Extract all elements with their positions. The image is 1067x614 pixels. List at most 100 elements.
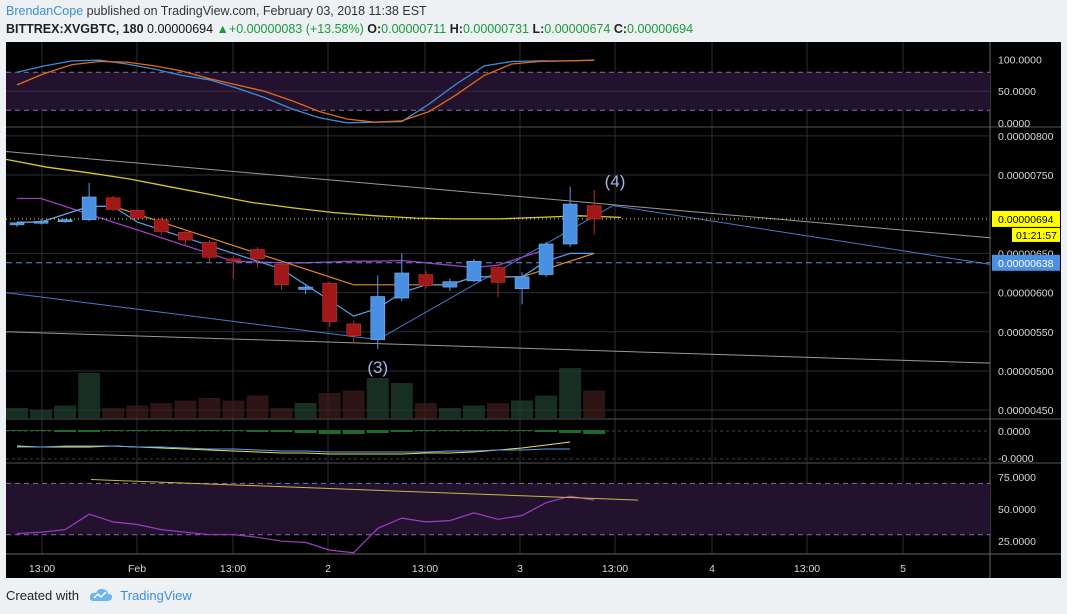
osc-histogram-bar [270,430,293,432]
rsi-y-tick-label: 50.0000 [998,504,1036,516]
price-y-tick-label: 0.00000450 [998,405,1054,417]
wave-label-4: (4) [605,172,626,191]
elliott-leg-4-out [612,205,991,265]
publish-info: BrendanCope published on TradingView.com… [6,4,427,18]
osc-histogram-bar [78,430,101,432]
price-y-tick-label: 0.00000800 [998,131,1054,143]
osc-histogram-bar [390,430,413,432]
rsi-y-tick-label: 75.0000 [998,472,1036,484]
volume-bar [78,373,101,418]
created-with-text: Created with [6,588,79,603]
candle-up [538,243,554,275]
osc-histogram-bar [246,430,269,432]
osc-histogram-bar [102,430,125,431]
x-tick-label: 13:00 [220,563,246,575]
price-y-tick-label: 0.00000650 [998,248,1054,260]
volume-bar [126,405,149,418]
candle-up [298,286,313,290]
osc-histogram-bar [54,430,77,432]
price-y-tick-label: 0.00000550 [998,327,1054,339]
candle-down [250,249,265,260]
stoch-y-tick-label: 100.0000 [998,55,1042,67]
level-price-tag-text: 0.00000638 [998,258,1054,270]
countdown-tag-text: 01:21:57 [1016,230,1057,242]
osc-histogram-bar [583,430,606,434]
symbol-legend: BITTREX:XVGBTC, 180 0.00000694 ▲+0.00000… [6,22,693,36]
rsi-trend-line [90,479,639,501]
long-ma-gray [6,151,991,239]
close-value: 0.00000694 [627,22,694,36]
stoch-y-tick-label: 0.0000 [998,118,1030,130]
candle-up [57,219,73,223]
osc-histogram-bar [487,430,509,431]
support-line-gray [6,331,991,364]
tradingview-brand[interactable]: TradingView [120,588,192,603]
wave-label-3: (3) [367,358,388,377]
price-y-tick-label: 0.00000750 [998,170,1054,182]
author-link[interactable]: BrendanCope [6,4,84,18]
osc-blue-line [17,445,571,453]
level-price-tag [992,254,1060,271]
osc-histogram-bar [438,430,461,431]
volume-bar [30,410,53,418]
volume-bar [150,403,173,418]
volume-bar [414,403,437,418]
candle-down [322,282,337,322]
osc-y-tick-label: -0.0000 [998,453,1034,465]
last-price-tag-text: 0.00000694 [998,214,1054,226]
osc-histogram-bar [6,430,28,431]
candle-down [129,209,145,219]
osc-histogram-bar [30,430,53,431]
osc-histogram-bar [150,430,173,431]
close-label: C: [613,22,628,36]
x-tick-label: 13:00 [602,563,628,575]
volume-bar [102,408,125,418]
up-triangle-icon: ▲ [216,22,229,36]
candle-down [274,264,289,286]
price-y-tick-label: 0.00000500 [998,366,1054,378]
volume-bar [246,395,269,418]
candle-down [178,231,193,241]
ma-yellow-line [6,158,622,220]
publish-text: published on TradingView.com, February 0… [86,4,427,18]
tradingview-logo-icon [89,588,113,605]
candle-down [226,258,241,262]
volume-bar [511,400,534,418]
osc-histogram-bar [222,430,245,431]
volume-bar [438,408,461,418]
candle-down [418,274,434,286]
candle-down [105,197,121,210]
stoch-d-line [16,59,595,123]
high-value: 0.00000731 [462,22,529,36]
last-price-tag [992,210,1060,227]
symbol-name[interactable]: BITTREX:XVGBTC, 180 [6,22,144,36]
volume-bar [535,395,558,418]
footer: Created with TradingView [6,588,192,605]
volume-bar [54,405,77,418]
candle-up [394,272,410,299]
x-tick-label: 13:00 [29,563,55,575]
candle-down [586,205,602,220]
candle-up [81,196,97,221]
price-change: +0.00000083 (+13.58%) [228,22,364,36]
high-label: H: [449,22,463,36]
volume-bar [583,390,606,418]
osc-histogram-bar [462,430,485,431]
osc-histogram-bar [511,430,534,431]
volume-bar [222,400,245,418]
rsi-band [6,483,990,535]
x-tick-label: 3 [517,563,523,575]
volume-bar [198,398,221,418]
open-label: O: [367,22,382,36]
osc-histogram-bar [198,430,221,431]
candle-down [154,219,169,232]
low-value: 0.00000674 [544,22,611,36]
volume-bar [318,393,341,418]
candle-up [442,281,458,288]
candle-down [202,242,217,258]
chart-canvas[interactable]: 13:00 Feb 13:00 2 13:00 3 13:00 4 13:00 5 100.0000… [6,42,1061,578]
price-y-tick-label: 0.00000600 [998,288,1054,300]
candle-up [370,296,386,340]
osc-histogram-bar [535,430,558,432]
last-price: 0.00000694 [147,22,214,36]
